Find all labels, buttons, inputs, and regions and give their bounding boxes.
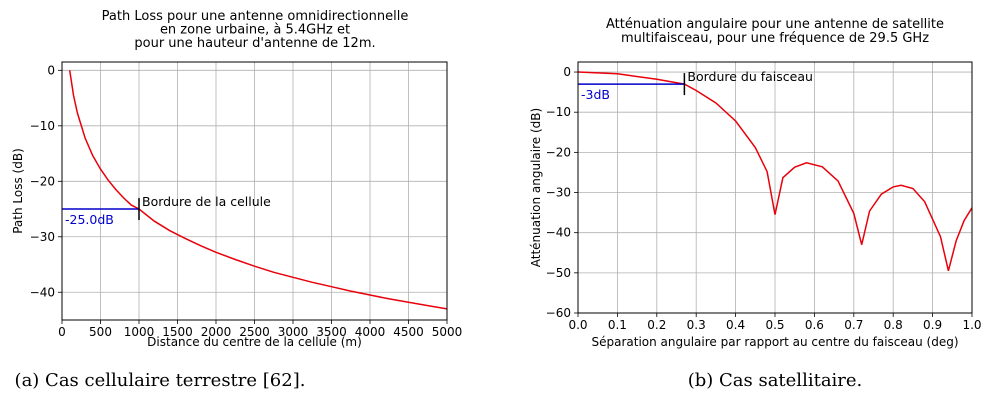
series-line bbox=[577, 71, 973, 271]
chart-panel-b: 0.0 0.1 0.2 0.3 0.4 0.5 0.6 0.7 0.8 0.9 1.0 0 −10 −20… bbox=[529, 17, 982, 391]
chart-panel-a: 0 500 1000 1500 2000 2500 3000 3500 4000 4500 5000… bbox=[11, 9, 462, 391]
x-tick-label: 2500 bbox=[239, 325, 270, 339]
x-tick-label: 0.3 bbox=[687, 318, 706, 332]
reference-label: -3dB bbox=[581, 87, 610, 102]
y-tick-label: 0 bbox=[47, 63, 55, 77]
plot-frame bbox=[61, 61, 448, 321]
x-tick-label: 4000 bbox=[355, 325, 386, 339]
y-tick-label: −30 bbox=[546, 186, 571, 200]
x-tick-label: 0.5 bbox=[765, 318, 784, 332]
y-tick-label: −40 bbox=[546, 226, 571, 240]
x-tick-label: 1000 bbox=[124, 325, 155, 339]
chart-title-line: Path Loss pour une antenne omnidirection… bbox=[102, 9, 409, 24]
x-tick-label: 2000 bbox=[201, 325, 232, 339]
chart-title-line: multifaisceau, pour une fréquence de 29.… bbox=[621, 31, 929, 46]
x-tick-label: 1500 bbox=[162, 325, 193, 339]
x-tick-label: 4500 bbox=[393, 325, 424, 339]
y-tick-label: −10 bbox=[30, 119, 55, 133]
reference-label: -25.0dB bbox=[65, 212, 114, 227]
marker-label: Bordure du faisceau bbox=[687, 69, 813, 84]
y-tick-label: −50 bbox=[546, 266, 571, 280]
x-tick-label: 0.6 bbox=[805, 318, 824, 332]
y-tick-label: −40 bbox=[30, 285, 55, 299]
series-line bbox=[68, 70, 448, 310]
x-tick-label: 0.4 bbox=[726, 318, 745, 332]
figure-caption: (a) Cas cellulaire terrestre [62]. bbox=[15, 370, 306, 391]
y-tick-label: −10 bbox=[546, 105, 571, 119]
gridlines bbox=[577, 62, 973, 314]
x-tick-label: 500 bbox=[89, 325, 112, 339]
x-tick-label: 0 bbox=[58, 325, 66, 339]
y-tick-label: −20 bbox=[546, 145, 571, 159]
y-axis-label: Atténuation angulaire (dB) bbox=[529, 108, 543, 267]
y-tick-label: −30 bbox=[30, 230, 55, 244]
x-tick-label: 0.8 bbox=[884, 318, 903, 332]
x-tick-label: 0.2 bbox=[647, 318, 666, 332]
chart-title-line: en zone urbaine, à 5.4GHz et bbox=[160, 23, 350, 38]
figure-caption: (b) Cas satellitaire. bbox=[688, 370, 863, 391]
x-tick-label: 0.9 bbox=[923, 318, 942, 332]
x-tick-label: 0.1 bbox=[608, 318, 627, 332]
marker-label: Bordure de la cellule bbox=[142, 194, 271, 209]
y-axis-label: Path Loss (dB) bbox=[11, 148, 25, 234]
x-tick-label: 3000 bbox=[278, 325, 309, 339]
y-tick-label: −20 bbox=[30, 174, 55, 188]
chart-title-line: Atténuation angulaire pour une antenne d… bbox=[606, 17, 944, 32]
gridlines bbox=[61, 62, 448, 320]
x-tick-label: 1.0 bbox=[962, 318, 981, 332]
chart-title-line: pour une hauteur d'antenne de 12m. bbox=[134, 36, 375, 51]
x-tick-label: 0.0 bbox=[568, 318, 587, 332]
x-axis-label: Séparation angulaire par rapport au cent… bbox=[591, 335, 958, 349]
y-tick-label: 0 bbox=[563, 65, 571, 79]
x-tick-label: 3500 bbox=[316, 325, 347, 339]
x-axis-label: Distance du centre de la cellule (m) bbox=[147, 335, 362, 349]
x-tick-label: 0.7 bbox=[844, 318, 863, 332]
y-tick-label: −60 bbox=[546, 306, 571, 320]
x-tick-label: 5000 bbox=[432, 325, 463, 339]
plot-frame bbox=[577, 61, 973, 314]
